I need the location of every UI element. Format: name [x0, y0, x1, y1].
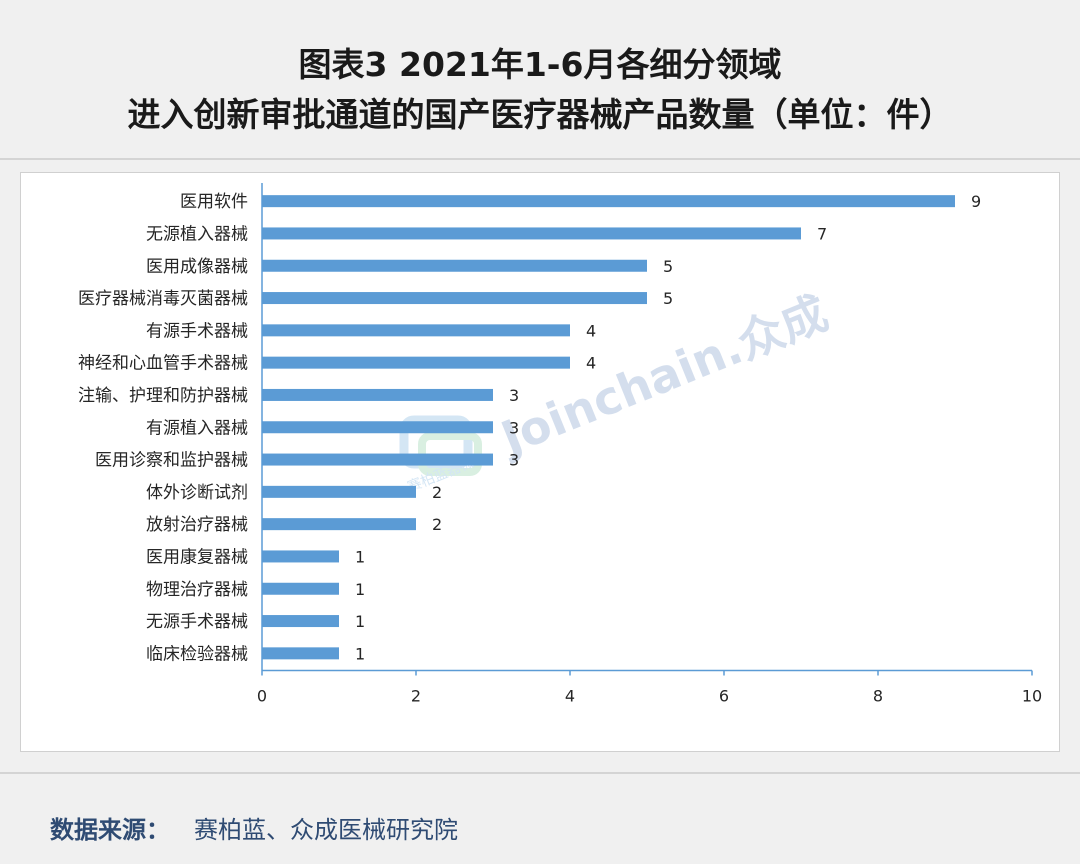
data-label: 2 [432, 515, 442, 534]
category-label: 有源植入器械 [146, 418, 248, 438]
category-label: 神经和心血管手术器械 [78, 354, 248, 374]
data-label: 5 [663, 289, 673, 308]
category-label: 物理治疗器械 [146, 580, 248, 600]
bar [262, 195, 955, 208]
category-label: 无源手术器械 [146, 612, 248, 632]
x-tick-label: 4 [565, 687, 575, 706]
data-label: 3 [509, 386, 519, 405]
data-label: 1 [355, 612, 365, 631]
bar [262, 582, 339, 595]
data-label: 2 [432, 483, 442, 502]
bar-chart: Joinchain.众成 赛柏蓝器械 医用软件无源植入器械医用成像器械医疗器械消… [78, 183, 1042, 706]
header-band [0, 0, 1080, 160]
bar [262, 647, 339, 660]
category-label: 医用软件 [180, 192, 248, 212]
bar [262, 227, 801, 240]
data-label: 3 [509, 451, 519, 470]
x-tick-label: 0 [257, 687, 267, 706]
x-tick-label: 8 [873, 687, 883, 706]
footer-band [0, 772, 1080, 864]
bar [262, 356, 570, 369]
data-label: 9 [971, 192, 981, 211]
category-label: 放射治疗器械 [146, 515, 248, 535]
data-label: 1 [355, 580, 365, 599]
chart-title-line-1: 图表3 2021年1-6月各细分领域 [298, 45, 782, 84]
category-label: 有源手术器械 [146, 321, 248, 341]
bar [262, 324, 570, 337]
data-label: 1 [355, 644, 365, 663]
bar [262, 259, 647, 272]
x-tick-label: 10 [1022, 687, 1042, 706]
category-label: 医用诊察和监护器械 [95, 451, 248, 471]
data-label: 4 [586, 321, 596, 340]
bar [262, 421, 493, 434]
bar [262, 615, 339, 628]
bar [262, 550, 339, 563]
bar [262, 292, 647, 305]
chart-frame [20, 172, 1060, 752]
data-label: 5 [663, 257, 673, 276]
source-label: 数据来源： [50, 816, 170, 844]
data-label: 1 [355, 547, 365, 566]
category-label: 临床检验器械 [146, 644, 248, 664]
data-label: 3 [509, 418, 519, 437]
watermark-brand-text: Joinchain.众成 [491, 285, 835, 466]
data-label: 4 [586, 354, 596, 373]
bar [262, 453, 493, 466]
x-tick-label: 6 [719, 687, 729, 706]
x-tick-label: 2 [411, 687, 421, 706]
source-text: 赛柏蓝、众成医械研究院 [194, 816, 458, 844]
bar [262, 388, 493, 401]
data-label: 7 [817, 224, 827, 243]
category-label: 体外诊断试剂 [146, 483, 248, 503]
category-label: 医用成像器械 [146, 257, 248, 277]
category-label: 医用康复器械 [146, 547, 248, 567]
category-label: 医疗器械消毒灭菌器械 [78, 289, 248, 309]
chart-title-line-2: 进入创新审批通道的国产医疗器械产品数量（单位：件） [127, 95, 953, 134]
bar [262, 518, 416, 531]
bar [262, 485, 416, 498]
category-label: 无源植入器械 [146, 224, 248, 244]
category-label: 注输、护理和防护器械 [78, 386, 248, 406]
